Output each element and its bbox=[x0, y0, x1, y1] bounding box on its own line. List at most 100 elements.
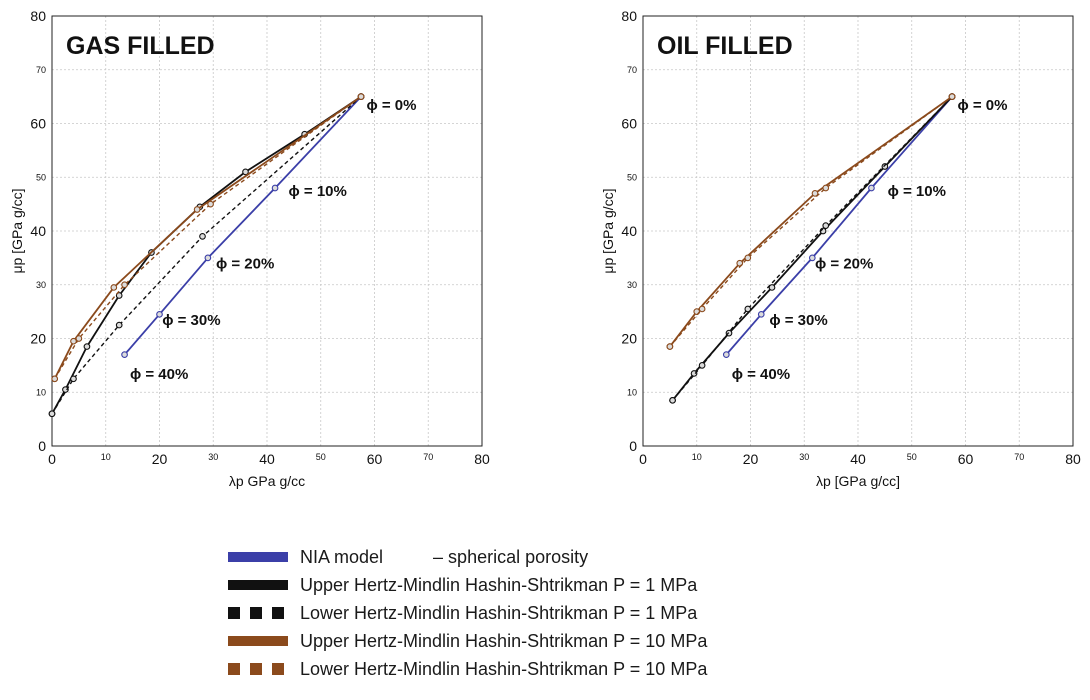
legend-item-2: Lower Hertz-Mindlin Hashin-Shtrikman P =… bbox=[228, 603, 698, 623]
legend-swatch-dash bbox=[228, 607, 240, 619]
panel1-x-tick-label: 10 bbox=[692, 452, 702, 462]
panel1-porosity-label-2: ϕ = 20% bbox=[815, 256, 873, 273]
panel0-x-tick-label: 60 bbox=[367, 451, 383, 467]
legend-label: Upper Hertz-Mindlin Hashin-Shtrikman P =… bbox=[300, 631, 708, 651]
panel1-chart-title: OIL FILLED bbox=[657, 32, 793, 60]
panel0-series-3-point bbox=[110, 284, 118, 291]
panel1-y-tick-label: 20 bbox=[621, 331, 637, 347]
legend-swatch bbox=[228, 552, 288, 562]
panel1-series-line-1 bbox=[671, 95, 953, 401]
legend-label: Lower Hertz-Mindlin Hashin-Shtrikman P =… bbox=[300, 659, 708, 679]
panel1-series-1-point bbox=[690, 370, 698, 377]
legend-swatch bbox=[228, 636, 288, 646]
panel0-y-tick-label: 20 bbox=[30, 331, 46, 347]
panel1-y-tick-label: 0 bbox=[629, 438, 637, 454]
panel1-y-tick-label: 70 bbox=[627, 65, 637, 75]
panel1-x-tick-label: 70 bbox=[1014, 452, 1024, 462]
panel1-series-line-2 bbox=[672, 96, 953, 401]
panel1-series-4-point bbox=[948, 93, 956, 100]
panel0-series-1-point bbox=[115, 292, 123, 299]
panel0-x-axis-label: λp GPa g/cc bbox=[229, 473, 305, 489]
panel0-series-4-point bbox=[51, 375, 59, 383]
panel0-y-tick-label: 0 bbox=[38, 438, 46, 454]
legend-swatch-dash bbox=[228, 663, 240, 675]
panel0-series-4-point bbox=[121, 281, 128, 289]
panel0-x-tick-label: 0 bbox=[48, 451, 56, 467]
panel0-series-1-point bbox=[62, 386, 69, 393]
legend-label: NIA model – spherical porosity bbox=[300, 547, 588, 567]
panel1-y-tick-label: 60 bbox=[621, 116, 637, 132]
panel0-porosity-label-2: ϕ = 20% bbox=[216, 256, 274, 273]
panel1-porosity-label-4: ϕ = 40% bbox=[732, 366, 790, 383]
panel0-grid bbox=[51, 15, 483, 447]
panel1-x-tick-label: 30 bbox=[799, 452, 809, 462]
legend-label: Lower Hertz-Mindlin Hashin-Shtrikman P =… bbox=[300, 603, 698, 623]
panel0-x-tick-label: 10 bbox=[101, 452, 111, 462]
panel0-y-tick-label: 30 bbox=[36, 280, 46, 290]
legend-item-0: NIA model – spherical porosity bbox=[228, 547, 588, 567]
legend-swatch-dash bbox=[250, 663, 262, 675]
panel1-y-axis-label: μp [GPa g/cc] bbox=[600, 188, 616, 273]
panel1-y-tick-label: 10 bbox=[627, 387, 637, 397]
panel1-grid bbox=[642, 15, 1074, 447]
panel1-x-tick-label: 60 bbox=[958, 451, 974, 467]
panel0-y-tick-label: 10 bbox=[36, 387, 46, 397]
panel1-x-tick-label: 50 bbox=[907, 452, 917, 462]
panel1-y-tick-label: 30 bbox=[627, 280, 637, 290]
panel1-series-0-point bbox=[757, 310, 765, 318]
panel0-series-line-4 bbox=[54, 96, 362, 380]
legend-label: Upper Hertz-Mindlin Hashin-Shtrikman P =… bbox=[300, 575, 698, 595]
panel1-series-line-3 bbox=[669, 95, 953, 348]
legend-swatch-dash bbox=[272, 607, 284, 619]
panel0-series-0-point bbox=[156, 310, 163, 318]
panel1-series-4-point bbox=[744, 254, 752, 262]
panel0-series-2-point bbox=[70, 375, 77, 383]
panel0-series-0-point bbox=[121, 351, 128, 358]
panel0-series-2-point bbox=[48, 410, 56, 418]
legend-item-3: Upper Hertz-Mindlin Hashin-Shtrikman P =… bbox=[228, 631, 708, 651]
panel1-y-tick-label: 80 bbox=[621, 8, 637, 24]
panel1-porosity-label-0: ϕ = 0% bbox=[957, 97, 1007, 114]
panel0-series-line-3 bbox=[53, 95, 362, 380]
panel0-x-tick-label: 40 bbox=[259, 451, 275, 467]
legend-item-1: Upper Hertz-Mindlin Hashin-Shtrikman P =… bbox=[228, 575, 698, 595]
panel1-x-tick-label: 20 bbox=[743, 451, 759, 467]
panel1-series-2-point bbox=[822, 222, 830, 229]
panel1-series-2-point bbox=[744, 305, 752, 313]
panel1-plot-frame bbox=[642, 15, 1074, 447]
panel0-y-axis-label: μp [GPa g/cc] bbox=[9, 188, 25, 273]
gas-filled-panel: 0 20 40 60 80 10 30 50 70 0 20 40 60 80 10 30 50 70 λp GPa… bbox=[9, 8, 490, 489]
panel1-y-tick-label: 50 bbox=[627, 172, 637, 182]
panel0-y-tick-label: 70 bbox=[36, 65, 46, 75]
panel1-x-axis-label: λp [GPa g/cc] bbox=[816, 473, 900, 489]
panel0-series-1-point bbox=[83, 343, 91, 350]
panel0-x-tick-label: 70 bbox=[423, 452, 433, 462]
panel0-y-tick-label: 60 bbox=[30, 116, 46, 132]
panel0-x-tick-label: 20 bbox=[152, 451, 168, 467]
panel0-porosity-label-1: ϕ = 10% bbox=[289, 183, 347, 200]
panel1-series-4-point bbox=[666, 343, 674, 350]
panel1-series-2-point bbox=[698, 362, 706, 369]
panel0-porosity-label-4: ϕ = 40% bbox=[130, 366, 188, 383]
panel1-series-1-point bbox=[768, 284, 776, 291]
panel1-porosity-label-3: ϕ = 30% bbox=[769, 312, 827, 329]
panel0-y-tick-label: 40 bbox=[30, 223, 46, 239]
panel1-series-3-point bbox=[811, 190, 819, 197]
panel1-series-2-point bbox=[669, 396, 676, 404]
panel1-x-tick-label: 0 bbox=[639, 451, 647, 467]
panel0-series-4-point bbox=[207, 200, 214, 208]
legend-swatch-dash bbox=[250, 607, 262, 619]
panel1-series-0-point bbox=[722, 351, 730, 358]
panel0-series-4-point bbox=[75, 335, 83, 342]
panel1-series-nia-model-solid bbox=[722, 93, 956, 358]
panel1-porosity-label-1: ϕ = 10% bbox=[888, 183, 946, 200]
panel0-series-1-point bbox=[242, 168, 249, 176]
legend: NIA model – spherical porosity Upper Hert… bbox=[228, 547, 708, 679]
panel0-chart-title: GAS FILLED bbox=[66, 32, 215, 60]
panel0-series-2-point bbox=[199, 233, 206, 240]
panel0-series-0-point bbox=[204, 254, 212, 262]
panel0-series-lower-hertz-mindlin-hashin-shtrikman-p-10-mpa-dashed bbox=[51, 93, 365, 383]
panel1-series-0-point bbox=[808, 254, 816, 262]
panel0-series-2-point bbox=[115, 321, 123, 329]
panel1-series-line-4 bbox=[669, 96, 953, 348]
